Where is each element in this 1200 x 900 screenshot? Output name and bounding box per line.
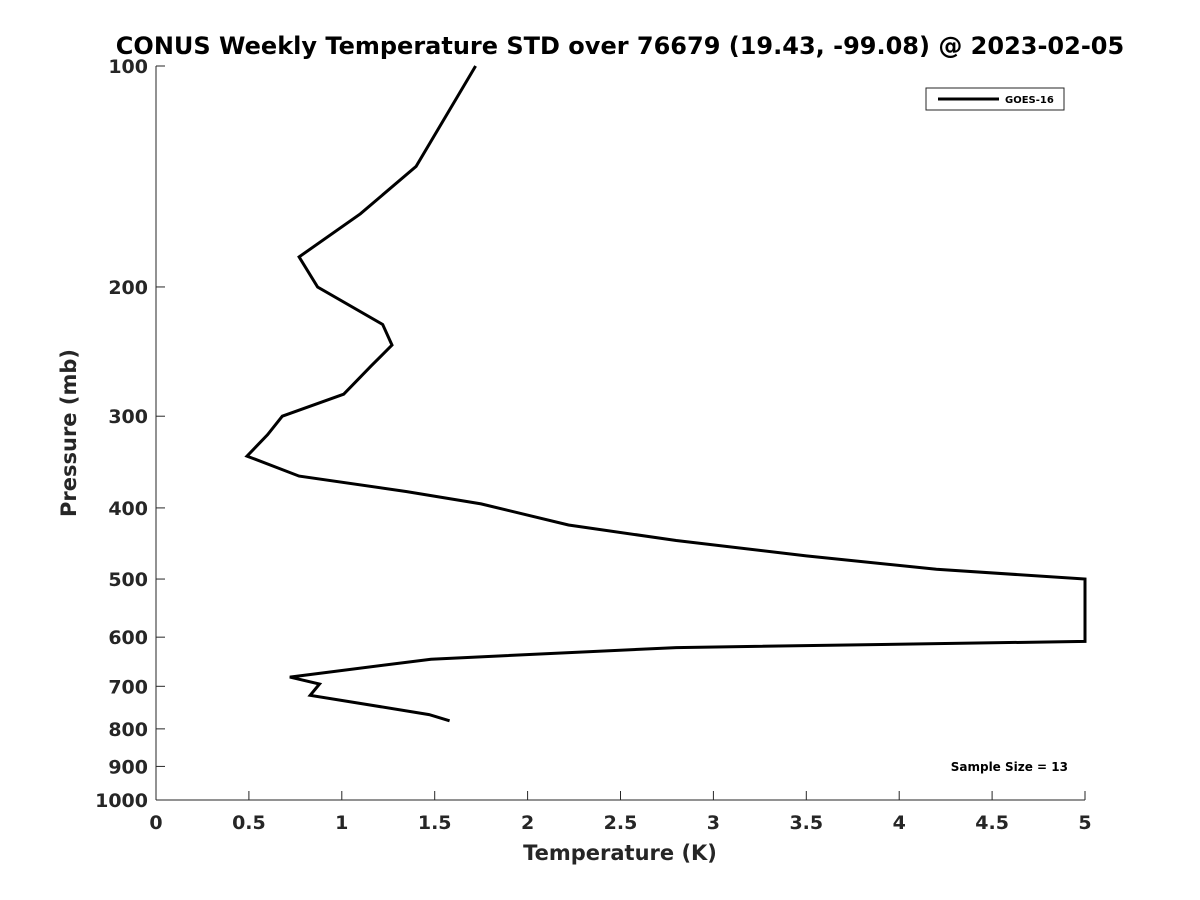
x-tick-label: 0.5: [232, 812, 266, 834]
y-tick-label: 1000: [95, 790, 148, 812]
y-tick-label: 800: [108, 719, 148, 741]
x-tick-label: 5: [1078, 812, 1091, 834]
plot-area: [155, 66, 1085, 801]
series-layer: [244, 65, 1087, 723]
x-ticks: 0 0.5 1 1.5 2 2.5 3 3.5 4 4.5 5: [149, 791, 1092, 834]
legend: GOES-16: [925, 87, 1065, 111]
y-ticks: 100 200 300 400 500 600 700 800 900 1000: [95, 56, 165, 812]
y-tick-label: 500: [108, 569, 148, 591]
series-line-goes-16: [244, 65, 1087, 723]
sample-size-annotation: Sample Size = 13: [951, 760, 1068, 774]
x-tick-label: 4.5: [975, 812, 1009, 834]
legend-label-goes-16: GOES-16: [1005, 95, 1054, 106]
chart-title: CONUS Weekly Temperature STD over 76679 …: [116, 32, 1124, 60]
y-tick-label: 100: [108, 56, 148, 78]
y-tick-label: 900: [108, 756, 148, 778]
x-tick-label: 1.5: [418, 812, 452, 834]
x-tick-label: 3: [707, 812, 720, 834]
x-tick-label: 1: [335, 812, 348, 834]
y-axis-label: Pressure (mb): [57, 349, 81, 517]
y-tick-label: 400: [108, 498, 148, 520]
y-tick-label: 600: [108, 627, 148, 649]
y-tick-label: 700: [108, 676, 148, 698]
y-tick-label: 300: [108, 406, 148, 428]
x-tick-label: 3.5: [789, 812, 823, 834]
y-tick-label: 200: [108, 277, 148, 299]
x-tick-label: 0: [149, 812, 162, 834]
x-tick-label: 4: [893, 812, 906, 834]
x-tick-label: 2: [521, 812, 534, 834]
x-axis-label: Temperature (K): [523, 841, 717, 865]
x-tick-label: 2.5: [604, 812, 638, 834]
